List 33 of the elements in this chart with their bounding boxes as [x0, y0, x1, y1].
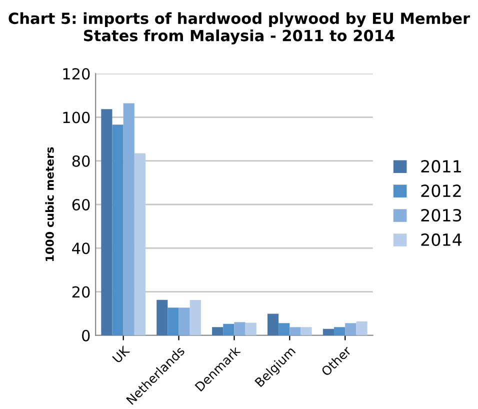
y-tick-label: 60	[72, 198, 90, 211]
y-tick-label: 120	[63, 68, 90, 80]
legend-label: 2012	[421, 184, 461, 198]
bar	[267, 314, 279, 336]
y-axis-title: 1000 cubic meters	[45, 147, 54, 262]
y-tick-label: 100	[63, 112, 90, 124]
bar	[112, 124, 124, 336]
bar	[190, 300, 201, 336]
bar	[212, 327, 224, 336]
bar	[322, 328, 334, 336]
bar	[334, 327, 346, 336]
y-tick-label: 40	[72, 242, 90, 254]
y-tick-label: 20	[72, 286, 90, 298]
bar	[234, 322, 246, 336]
bar	[101, 109, 112, 336]
bar	[245, 322, 256, 336]
bar	[223, 324, 234, 336]
bar	[168, 308, 179, 336]
bar	[123, 103, 134, 336]
bar	[300, 327, 312, 336]
legend-label: 2013	[421, 208, 462, 222]
bar	[356, 321, 368, 336]
bar	[156, 300, 168, 336]
bar	[278, 323, 290, 336]
legend-label: 2011	[421, 160, 461, 173]
bar	[345, 323, 356, 336]
y-tick-label: 0	[82, 330, 90, 342]
bar	[290, 327, 301, 336]
bar	[134, 153, 146, 336]
y-tick-label: 80	[72, 155, 90, 167]
chart-title: Chart 5: imports of hardwood plywood by EU Member States from Malaysia - 2011 to 2014	[8, 12, 470, 44]
bar	[178, 308, 190, 336]
legend-label: 2014	[421, 233, 462, 246]
